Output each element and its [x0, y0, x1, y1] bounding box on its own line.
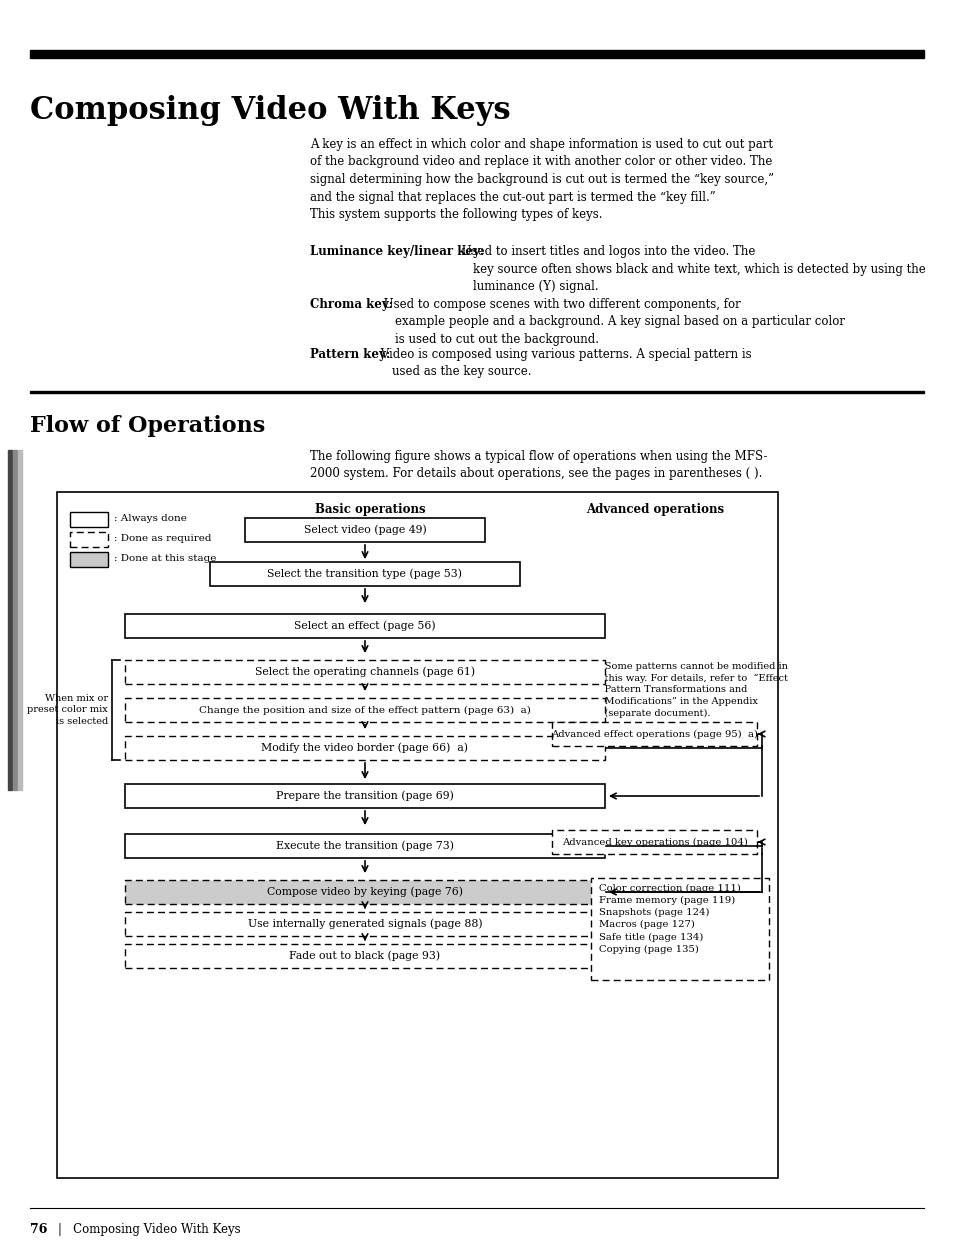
Text: Advanced operations: Advanced operations [585, 503, 723, 516]
Text: 76: 76 [30, 1223, 48, 1237]
Text: Flow of Operations: Flow of Operations [30, 415, 265, 437]
Text: Composing Video With Keys: Composing Video With Keys [30, 95, 510, 126]
Text: Video is composed using various patterns. A special pattern is
    used as the k: Video is composed using various patterns… [376, 348, 751, 378]
Text: A key is an effect in which color and shape information is used to cut out part
: A key is an effect in which color and sh… [310, 138, 773, 221]
Text: Select an effect (page 56): Select an effect (page 56) [294, 621, 436, 631]
Text: Luminance key/linear key:: Luminance key/linear key: [310, 245, 484, 258]
Bar [125, 661, 604, 684]
Bar [125, 833, 604, 858]
Bar [125, 784, 604, 809]
Text: Use internally generated signals (page 88): Use internally generated signals (page 8… [248, 919, 482, 929]
Text: Used to compose scenes with two different components, for
    example people and: Used to compose scenes with two differen… [379, 299, 844, 346]
Text: Fade out to black (page 93): Fade out to black (page 93) [289, 950, 440, 962]
Text: Prepare the transition (page 69): Prepare the transition (page 69) [275, 791, 454, 801]
Bar [125, 944, 604, 968]
Text: Used to insert titles and logos into the video. The
    key source often shows b: Used to insert titles and logos into the… [457, 245, 924, 294]
Text: Color correction (page 111)
Frame memory (page 119)
Snapshots (page 124)
Macros : Color correction (page 111) Frame memory… [598, 884, 740, 954]
Bar [57, 491, 778, 1178]
Bar [552, 830, 757, 853]
Bar [70, 532, 108, 547]
Text: : Done at this stage: : Done at this stage [113, 554, 216, 564]
Bar [30, 391, 923, 393]
Bar [70, 552, 108, 567]
Text: Change the position and size of the effect pattern (page 63)  a): Change the position and size of the effe… [199, 705, 531, 714]
Text: Execute the transition (page 73): Execute the transition (page 73) [275, 841, 454, 851]
Text: Select video (page 49): Select video (page 49) [303, 525, 426, 535]
Text: Select the operating channels (page 61): Select the operating channels (page 61) [254, 667, 475, 677]
Bar [125, 736, 604, 760]
Text: Pattern key:: Pattern key: [310, 348, 390, 361]
Text: Compose video by keying (page 76): Compose video by keying (page 76) [267, 887, 462, 897]
Text: Basic operations: Basic operations [314, 503, 425, 516]
Text: The following figure shows a typical flow of operations when using the MFS-
2000: The following figure shows a typical flo… [310, 450, 767, 480]
Text: Advanced key operations (page 104): Advanced key operations (page 104) [561, 837, 747, 847]
Bar [590, 878, 768, 980]
Bar [125, 880, 604, 904]
Bar [70, 513, 108, 527]
Text: : Done as required: : Done as required [113, 534, 212, 542]
Bar [125, 912, 604, 935]
Text: Modify the video border (page 66)  a): Modify the video border (page 66) a) [261, 743, 468, 754]
Bar [245, 518, 484, 542]
Text: Select the transition type (page 53): Select the transition type (page 53) [267, 569, 462, 580]
Bar [30, 50, 923, 58]
Text: Chapter 5   Basic Operations: Chapter 5 Basic Operations [10, 554, 18, 687]
Bar [210, 562, 519, 586]
Bar [125, 615, 604, 638]
Text: |   Composing Video With Keys: | Composing Video With Keys [58, 1223, 240, 1237]
Text: Chroma key:: Chroma key: [310, 299, 393, 311]
Bar [13, 450, 17, 790]
Bar [125, 698, 604, 722]
Text: : Always done: : Always done [113, 514, 187, 522]
Text: When mix or
preset color mix
is selected: When mix or preset color mix is selected [28, 694, 108, 725]
Bar [18, 450, 22, 790]
Bar [8, 450, 12, 790]
Bar [552, 722, 757, 746]
Text: a) Some patterns cannot be modified in
    this way. For details, refer to  “Eff: a) Some patterns cannot be modified in t… [592, 662, 787, 718]
Text: Advanced effect operations (page 95)  a): Advanced effect operations (page 95) a) [551, 729, 758, 739]
